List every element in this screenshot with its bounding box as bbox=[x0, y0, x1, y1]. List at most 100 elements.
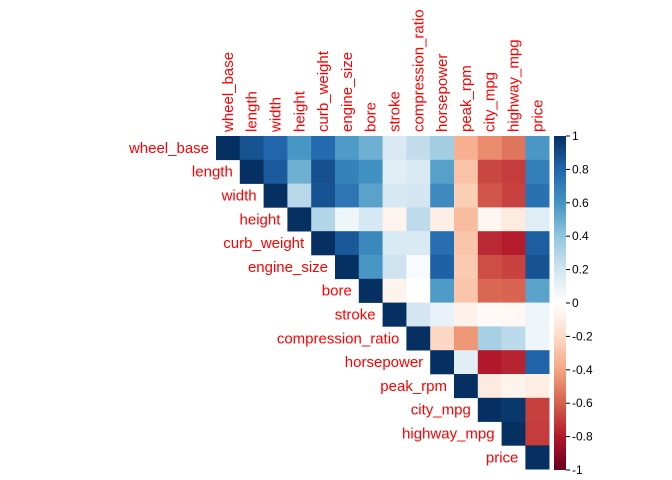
col-label-engine_size: engine_size bbox=[339, 52, 356, 132]
col-label-stroke: stroke bbox=[387, 91, 404, 132]
cell-curb_weight-engine_size bbox=[335, 231, 360, 256]
cell-horsepower-peak_rpm bbox=[454, 350, 479, 375]
cell-peak_rpm-highway_mpg bbox=[501, 374, 526, 399]
cell-length-compression_ratio bbox=[406, 159, 431, 184]
cell-wheel_base-stroke bbox=[382, 136, 407, 161]
cell-wheel_base-bore bbox=[358, 136, 383, 161]
cell-height-height bbox=[287, 207, 312, 232]
cell-curb_weight-stroke bbox=[382, 231, 407, 256]
cell-curb_weight-compression_ratio bbox=[406, 231, 431, 256]
cell-length-stroke bbox=[382, 159, 407, 184]
row-label-length: length bbox=[192, 164, 233, 181]
col-label-highway_mpg: highway_mpg bbox=[506, 39, 523, 132]
cell-engine_size-stroke bbox=[382, 255, 407, 280]
cell-length-horsepower bbox=[430, 159, 455, 184]
cell-bore-city_mpg bbox=[477, 278, 502, 303]
cell-compression_ratio-peak_rpm bbox=[454, 326, 479, 351]
cell-height-horsepower bbox=[430, 207, 455, 232]
col-label-curb_weight: curb_weight bbox=[315, 50, 332, 132]
col-label-price: price bbox=[529, 99, 546, 132]
cell-height-engine_size bbox=[335, 207, 360, 232]
cell-curb_weight-peak_rpm bbox=[454, 231, 479, 256]
cell-highway_mpg-price bbox=[525, 421, 550, 446]
cell-height-peak_rpm bbox=[454, 207, 479, 232]
cell-width-curb_weight bbox=[311, 183, 336, 208]
col-label-compression_ratio: compression_ratio bbox=[410, 9, 427, 132]
cell-engine_size-engine_size bbox=[335, 255, 360, 280]
col-label-horsepower: horsepower bbox=[434, 54, 451, 132]
colorbar-tick-label: -1 bbox=[572, 463, 583, 477]
cell-engine_size-horsepower bbox=[430, 255, 455, 280]
cell-bore-peak_rpm bbox=[454, 278, 479, 303]
row-label-curb_weight: curb_weight bbox=[223, 235, 305, 252]
cell-bore-price bbox=[525, 278, 550, 303]
cell-curb_weight-city_mpg bbox=[477, 231, 502, 256]
cell-width-stroke bbox=[382, 183, 407, 208]
colorbar-tick-label: 0.2 bbox=[572, 263, 589, 277]
cell-curb_weight-price bbox=[525, 231, 550, 256]
row-label-wheel_base: wheel_base bbox=[128, 140, 209, 157]
cell-stroke-city_mpg bbox=[477, 302, 502, 327]
colorbar-tick-label: -0.2 bbox=[572, 329, 593, 343]
cell-bore-highway_mpg bbox=[501, 278, 526, 303]
col-label-peak_rpm: peak_rpm bbox=[458, 65, 475, 132]
col-label-wheel_base: wheel_base bbox=[220, 52, 237, 133]
cell-height-compression_ratio bbox=[406, 207, 431, 232]
cell-wheel_base-wheel_base bbox=[216, 136, 241, 161]
cell-length-length bbox=[239, 159, 264, 184]
cell-engine_size-compression_ratio bbox=[406, 255, 431, 280]
cell-wheel_base-length bbox=[239, 136, 264, 161]
cell-wheel_base-width bbox=[263, 136, 288, 161]
cell-width-horsepower bbox=[430, 183, 455, 208]
cell-width-price bbox=[525, 183, 550, 208]
cell-height-curb_weight bbox=[311, 207, 336, 232]
cell-peak_rpm-price bbox=[525, 374, 550, 399]
cell-city_mpg-highway_mpg bbox=[501, 397, 526, 422]
cell-highway_mpg-highway_mpg bbox=[501, 421, 526, 446]
cell-curb_weight-horsepower bbox=[430, 231, 455, 256]
column-labels: wheel_base length width height curb_weight en… bbox=[220, 9, 546, 133]
cell-city_mpg-price bbox=[525, 397, 550, 422]
colorbar-tick-label: 1 bbox=[572, 129, 579, 143]
colorbar-tick-label: 0 bbox=[572, 296, 579, 310]
row-label-compression_ratio: compression_ratio bbox=[277, 330, 400, 347]
colorbar-gradient bbox=[554, 136, 566, 470]
cell-curb_weight-bore bbox=[358, 231, 383, 256]
cell-wheel_base-price bbox=[525, 136, 550, 161]
heatmap-cells bbox=[216, 136, 550, 470]
row-label-city_mpg: city_mpg bbox=[411, 402, 471, 419]
cell-width-width bbox=[263, 183, 288, 208]
cell-length-price bbox=[525, 159, 550, 184]
colorbar-legend: 1 0.8 0.6 0.4 0.2 0 -0.2 -0.4 -0.6 -0.8 -1 bbox=[554, 129, 593, 477]
colorbar-tick-label: -0.6 bbox=[572, 396, 593, 410]
cell-wheel_base-compression_ratio bbox=[406, 136, 431, 161]
cell-bore-compression_ratio bbox=[406, 278, 431, 303]
cell-wheel_base-peak_rpm bbox=[454, 136, 479, 161]
cell-stroke-peak_rpm bbox=[454, 302, 479, 327]
cell-wheel_base-city_mpg bbox=[477, 136, 502, 161]
cell-bore-horsepower bbox=[430, 278, 455, 303]
cell-height-stroke bbox=[382, 207, 407, 232]
row-label-bore: bore bbox=[322, 283, 352, 300]
cell-length-highway_mpg bbox=[501, 159, 526, 184]
cell-horsepower-price bbox=[525, 350, 550, 375]
cell-length-engine_size bbox=[335, 159, 360, 184]
cell-engine_size-city_mpg bbox=[477, 255, 502, 280]
cell-width-bore bbox=[358, 183, 383, 208]
cell-horsepower-city_mpg bbox=[477, 350, 502, 375]
cell-wheel_base-horsepower bbox=[430, 136, 455, 161]
cell-price-price bbox=[525, 445, 550, 470]
cell-curb_weight-highway_mpg bbox=[501, 231, 526, 256]
cell-length-height bbox=[287, 159, 312, 184]
cell-engine_size-price bbox=[525, 255, 550, 280]
cell-curb_weight-curb_weight bbox=[311, 231, 336, 256]
colorbar-tick-label: -0.8 bbox=[572, 430, 593, 444]
col-label-length: length bbox=[244, 91, 261, 132]
row-label-highway_mpg: highway_mpg bbox=[402, 426, 495, 443]
cell-peak_rpm-city_mpg bbox=[477, 374, 502, 399]
row-label-height: height bbox=[240, 211, 282, 228]
cell-length-peak_rpm bbox=[454, 159, 479, 184]
cell-height-city_mpg bbox=[477, 207, 502, 232]
cell-length-width bbox=[263, 159, 288, 184]
cell-width-highway_mpg bbox=[501, 183, 526, 208]
